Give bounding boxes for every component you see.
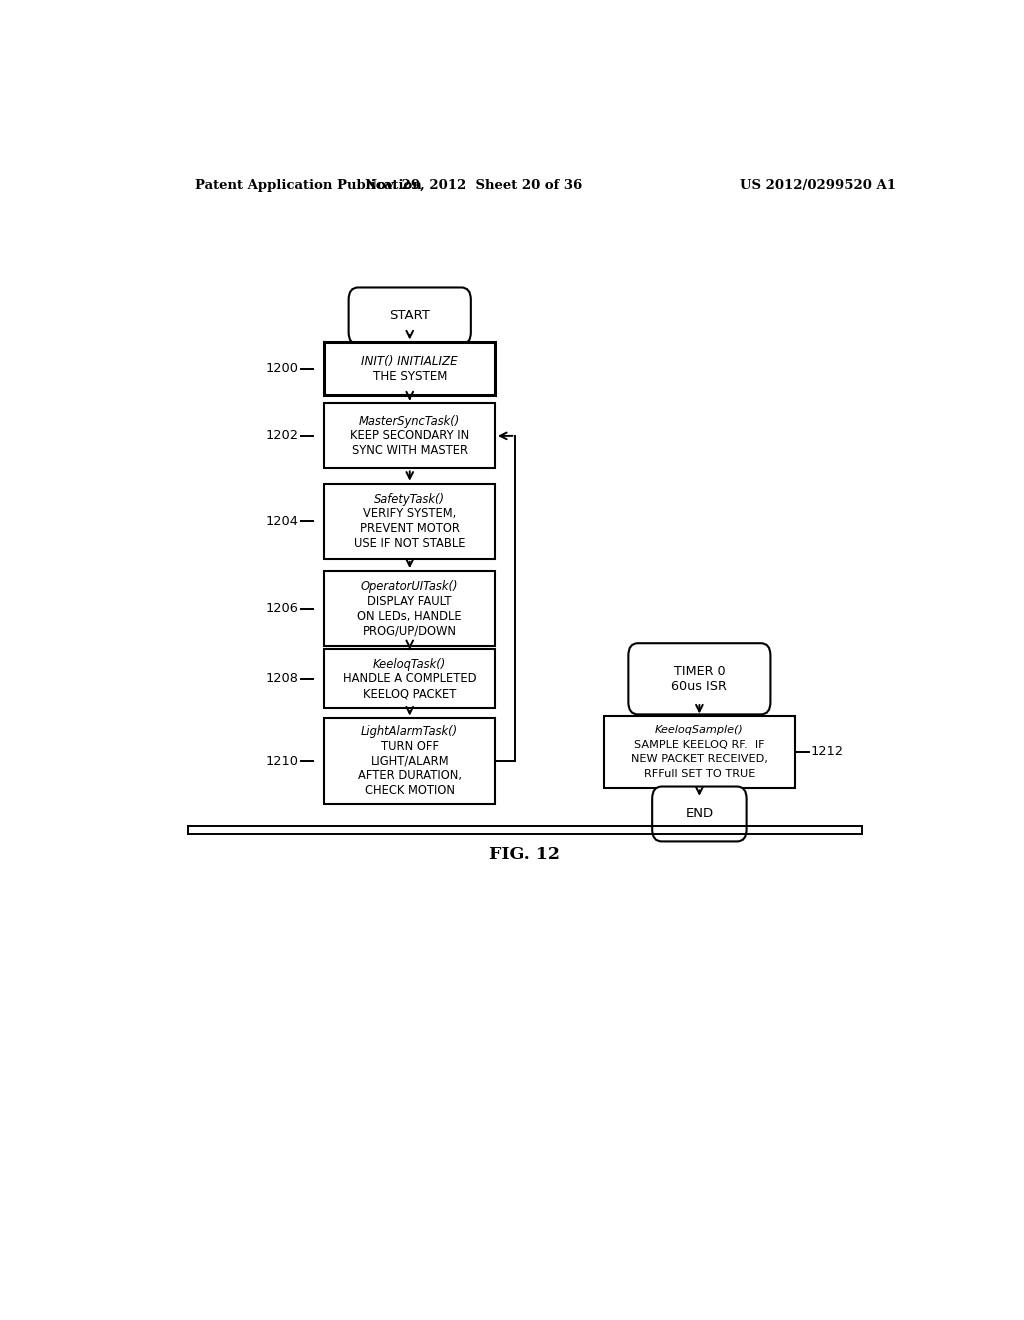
Text: RFFull SET TO TRUE: RFFull SET TO TRUE <box>644 770 755 779</box>
Text: END: END <box>685 808 714 821</box>
Text: Nov. 29, 2012  Sheet 20 of 36: Nov. 29, 2012 Sheet 20 of 36 <box>365 178 582 191</box>
Bar <box>604 717 795 788</box>
Bar <box>325 649 495 709</box>
Text: PROG/UP/DOWN: PROG/UP/DOWN <box>362 624 457 638</box>
Text: KeeloqTask(): KeeloqTask() <box>373 657 446 671</box>
Bar <box>325 483 495 558</box>
Text: HANDLE A COMPLETED: HANDLE A COMPLETED <box>343 672 476 685</box>
Text: 1204: 1204 <box>266 515 299 528</box>
FancyBboxPatch shape <box>348 288 471 345</box>
Text: 1212: 1212 <box>811 746 844 759</box>
Text: 1206: 1206 <box>266 602 299 615</box>
Text: NEW PACKET RECEIVED,: NEW PACKET RECEIVED, <box>631 754 768 764</box>
Text: THE SYSTEM: THE SYSTEM <box>373 370 446 383</box>
Text: 1202: 1202 <box>265 429 299 442</box>
Text: ON LEDs, HANDLE: ON LEDs, HANDLE <box>357 610 462 623</box>
Text: START: START <box>389 309 430 322</box>
Text: KEEP SECONDARY IN: KEEP SECONDARY IN <box>350 429 469 442</box>
Text: US 2012/0299520 A1: US 2012/0299520 A1 <box>740 178 896 191</box>
Text: LIGHT/ALARM: LIGHT/ALARM <box>371 755 450 768</box>
Text: DISPLAY FAULT: DISPLAY FAULT <box>368 595 452 607</box>
Text: SYNC WITH MASTER: SYNC WITH MASTER <box>351 444 468 457</box>
Text: PREVENT MOTOR: PREVENT MOTOR <box>359 523 460 535</box>
FancyBboxPatch shape <box>652 787 746 841</box>
Text: 1208: 1208 <box>266 672 299 685</box>
Text: LightAlarmTask(): LightAlarmTask() <box>361 725 459 738</box>
Text: 1200: 1200 <box>265 362 299 375</box>
Text: MasterSyncTask(): MasterSyncTask() <box>359 414 461 428</box>
Text: Patent Application Publication: Patent Application Publication <box>196 178 422 191</box>
Text: AFTER DURATION,: AFTER DURATION, <box>357 770 462 783</box>
Bar <box>325 404 495 469</box>
Text: KeeloqSample(): KeeloqSample() <box>655 725 743 735</box>
Text: KEELOQ PACKET: KEELOQ PACKET <box>364 686 457 700</box>
Text: OperatorUITask(): OperatorUITask() <box>361 579 459 593</box>
Text: SafetyTask(): SafetyTask() <box>374 492 445 506</box>
Text: 1210: 1210 <box>265 755 299 768</box>
Text: USE IF NOT STABLE: USE IF NOT STABLE <box>354 537 466 550</box>
FancyBboxPatch shape <box>629 643 770 714</box>
Text: FIG. 12: FIG. 12 <box>489 846 560 863</box>
Text: INIT() INITIALIZE: INIT() INITIALIZE <box>361 355 458 368</box>
Text: TIMER 0
60us ISR: TIMER 0 60us ISR <box>672 665 727 693</box>
Text: CHECK MOTION: CHECK MOTION <box>365 784 455 797</box>
Bar <box>325 342 495 395</box>
Bar <box>325 572 495 647</box>
Text: TURN OFF: TURN OFF <box>381 741 439 752</box>
Bar <box>325 718 495 804</box>
Text: VERIFY SYSTEM,: VERIFY SYSTEM, <box>364 507 457 520</box>
Text: SAMPLE KEELOQ RF.  IF: SAMPLE KEELOQ RF. IF <box>634 739 765 750</box>
